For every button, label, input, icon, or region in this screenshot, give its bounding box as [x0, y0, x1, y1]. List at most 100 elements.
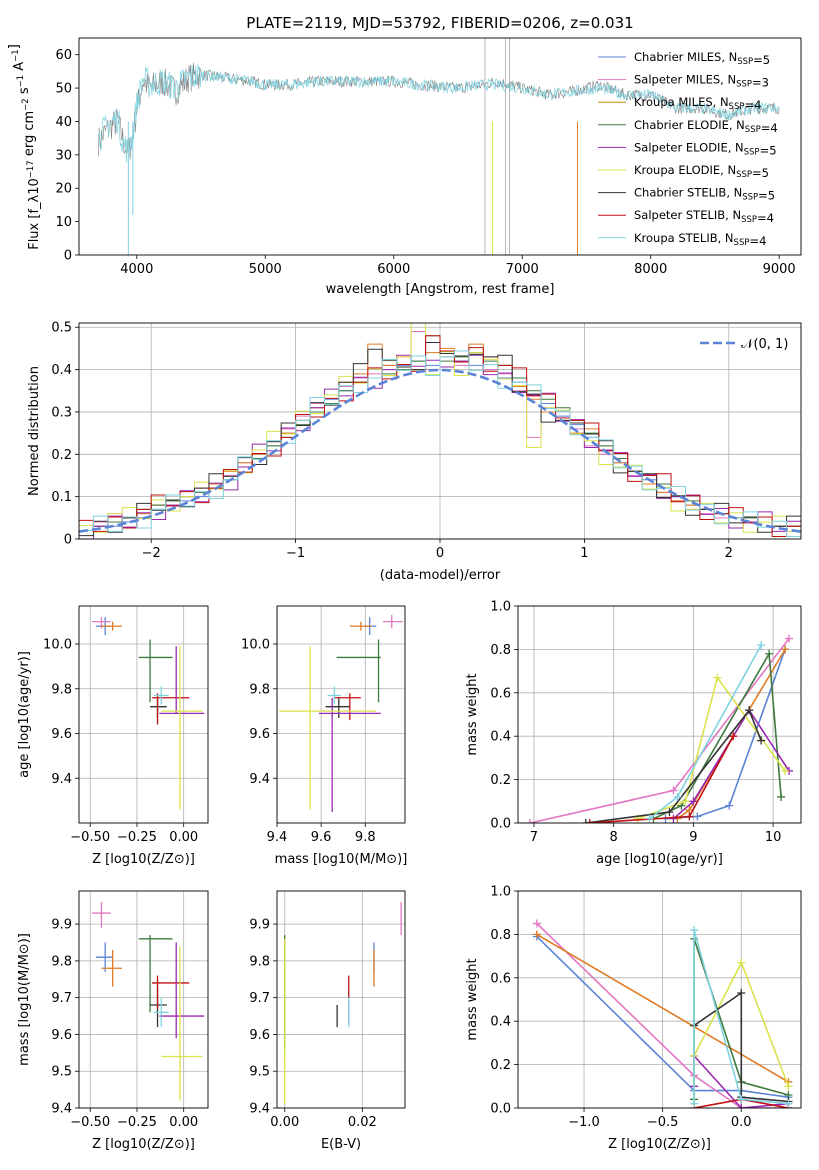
x-tick-label: 7000	[506, 262, 539, 277]
x-tick-label: 0	[436, 546, 444, 561]
x-tick-label: 0.00	[270, 1115, 299, 1130]
weight-marker	[690, 926, 699, 935]
x-tick-label: −0.5	[647, 1115, 679, 1130]
y-tick-label: 0.4	[51, 363, 72, 378]
x-tick-label: 9.8	[355, 830, 376, 845]
spectrum-line	[97, 64, 780, 163]
x-axis-label: (data-model)/error	[380, 568, 501, 583]
weight-marker	[745, 706, 754, 715]
x-tick-label: −0.25	[117, 830, 157, 845]
weight-line	[536, 933, 789, 1083]
legend-label: Salpeter MILES, NSSP=3	[634, 73, 769, 90]
weight-marker	[737, 1095, 746, 1104]
y-tick-label: 0.2	[490, 1058, 511, 1073]
x-tick-label: 7	[530, 830, 538, 845]
x-tick-label: 0.00	[169, 830, 198, 845]
y-tick-label: 9.8	[249, 954, 270, 969]
y-tick-label: 9.9	[249, 918, 270, 933]
x-tick-label: 9000	[763, 262, 796, 277]
weight-marker	[713, 673, 722, 682]
y-tick-label: 9.4	[51, 772, 72, 787]
x-tick-label: 2	[725, 546, 733, 561]
axes-frame	[78, 605, 209, 824]
y-tick-label: 40	[55, 115, 72, 130]
x-tick-label: 0.0	[731, 1115, 752, 1130]
spectrum-axes: 4000 5000 6000 7000 8000 9000 0 10 20 30 40 50 60 Cha…	[7, 37, 802, 297]
weight-marker	[693, 812, 702, 821]
x-tick-label: 10	[765, 830, 782, 845]
x-tick-label: −1.0	[568, 1115, 600, 1130]
weight-marker	[777, 792, 786, 801]
weight-marker	[785, 634, 794, 643]
y-tick-label: 50	[55, 82, 72, 97]
weight-marker	[585, 819, 594, 823]
x-tick-label: 9	[689, 830, 697, 845]
legend-label: Kroupa STELIB, NSSP=4	[634, 231, 766, 248]
x-tick-label: 4000	[120, 262, 153, 277]
weight-line	[693, 929, 789, 1105]
weight-line	[637, 675, 786, 820]
y-tick-label: 30	[55, 148, 72, 163]
legend-label: Chabrier STELIB, NSSP=5	[634, 186, 775, 203]
y-tick-label: 9.4	[249, 1102, 270, 1117]
legend-label: 𝒩(0, 1)	[741, 337, 788, 352]
errorbars	[284, 902, 402, 1105]
y-tick-label: 0.2	[51, 448, 72, 463]
spectrum-title: PLATE=2119, MJD=53792, FIBERID=0206, z=0…	[246, 14, 633, 32]
residuals-axes: −2 −1 0 1 2 0 0.1 0.2 0.3 0.4 0.5 𝒩(0, 1) (data-mode…	[27, 321, 802, 583]
x-axis-label: Z [log10(Z/Z⊙)]	[608, 1137, 711, 1152]
spectrum-traces	[97, 38, 780, 255]
y-tick-label: 0.2	[490, 773, 511, 788]
mass_vs_Z-axes: −0.50 −0.25 0.00 9.4 9.5 9.6 9.7 9.8 9.9 Z [log10…	[17, 890, 209, 1152]
gaussian-curve	[79, 368, 801, 533]
mass_vs_EBV-axes: 0.00 0.02 9.4 9.5 9.6 9.7 9.8 9.9 E(B-V)	[249, 890, 406, 1152]
y-tick-label: 0.6	[490, 971, 511, 986]
weight-marker	[784, 1082, 793, 1091]
weight-marker	[685, 812, 694, 821]
y-tick-label: 1.0	[490, 885, 511, 900]
y-tick-label: 0.4	[490, 730, 511, 745]
x-tick-label: 5000	[249, 262, 282, 277]
age_vs_mass-axes: 9.4 9.6 9.8 9.4 9.6 9.8 10.0 mass [log10(M/M⊙)]	[241, 605, 407, 867]
weight-marker	[690, 1099, 699, 1108]
x-axis-label: Z [log10(Z/Z⊙)]	[92, 1137, 195, 1152]
axes-frame	[78, 890, 209, 1109]
y-tick-label: 9.6	[249, 727, 270, 742]
axes-frame	[517, 890, 802, 1109]
weight-marker	[737, 958, 746, 967]
x-tick-label: 9.4	[267, 830, 288, 845]
x-tick-label: 0.00	[169, 1115, 198, 1130]
histogram-bars	[79, 323, 801, 539]
weight-line	[585, 708, 762, 823]
weight-marker	[673, 792, 682, 801]
weight-marker	[737, 1104, 746, 1108]
x-tick-label: 8	[610, 830, 618, 845]
x-tick-label: −0.25	[117, 1115, 157, 1130]
errorbars	[279, 614, 403, 812]
weight-marker	[765, 649, 774, 658]
y-tick-label: 0.0	[490, 817, 511, 832]
weight-marker	[784, 1099, 793, 1108]
weight-line	[672, 708, 790, 820]
histogram-step	[79, 350, 801, 539]
errorbars	[92, 902, 205, 1101]
weight-marker	[725, 801, 734, 810]
weight-line	[536, 936, 789, 1098]
y-tick-label: 10	[55, 215, 72, 230]
y-tick-label: 9.9	[51, 918, 72, 933]
y-axis-label: Normed distribution	[27, 366, 42, 496]
x-tick-label: 8000	[634, 262, 667, 277]
weight-marker	[737, 988, 746, 997]
y-tick-label: 9.8	[51, 954, 72, 969]
x-tick-label: −1	[286, 546, 305, 561]
y-tick-label: 0	[64, 249, 72, 264]
weight-marker	[525, 819, 534, 823]
weight-marker	[581, 819, 590, 823]
y-tick-label: 0	[64, 533, 72, 548]
weight-marker	[781, 766, 790, 775]
y-tick-label: 0.1	[51, 490, 72, 505]
x-tick-label: 6000	[377, 262, 410, 277]
weight-line	[536, 922, 789, 1108]
y-tick-label: 9.4	[249, 772, 270, 787]
